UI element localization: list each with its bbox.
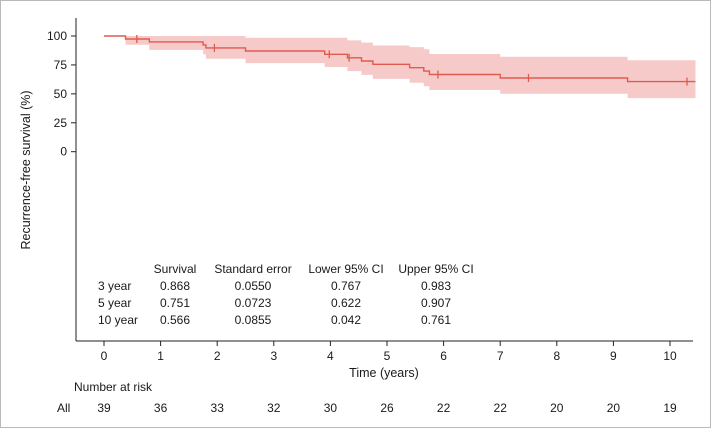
summary-table-cell: 0.0855 [235, 313, 272, 327]
x-tick-label: 6 [440, 349, 447, 363]
y-tick-label: 100 [47, 29, 67, 43]
risk-count: 33 [211, 401, 225, 415]
risk-count: 26 [380, 401, 394, 415]
x-tick-label: 0 [101, 349, 108, 363]
summary-table-cell: 0.751 [160, 296, 190, 310]
risk-count: 30 [324, 401, 338, 415]
x-tick-label: 2 [214, 349, 221, 363]
x-tick-label: 4 [327, 349, 334, 363]
risk-table-row-label: All [57, 401, 70, 415]
y-tick-label: 25 [54, 116, 68, 130]
summary-table-header: Standard error [214, 262, 291, 276]
summary-table-row-label: 5 year [98, 296, 131, 310]
summary-table-header: Upper 95% CI [398, 262, 473, 276]
x-tick-label: 10 [663, 349, 677, 363]
summary-table-cell: 0.566 [160, 313, 190, 327]
risk-count: 20 [607, 401, 621, 415]
risk-count: 19 [663, 401, 677, 415]
risk-table-title: Number at risk [74, 380, 153, 394]
y-tick-label: 0 [60, 145, 67, 159]
risk-count: 32 [267, 401, 281, 415]
y-tick-label: 50 [54, 87, 68, 101]
summary-table-cell: 0.042 [331, 313, 361, 327]
summary-table-cell: 0.868 [160, 279, 190, 293]
summary-table-header: Lower 95% CI [308, 262, 383, 276]
y-axis-title: Recurrence-free survival (%) [19, 90, 33, 249]
x-axis-title: Time (years) [349, 366, 419, 380]
summary-table-cell: 0.622 [331, 296, 361, 310]
risk-count: 20 [550, 401, 564, 415]
summary-table-cell: 0.0550 [235, 279, 272, 293]
x-tick-label: 5 [384, 349, 391, 363]
summary-table-cell: 0.907 [421, 296, 451, 310]
risk-count: 22 [437, 401, 451, 415]
summary-table-row-label: 3 year [98, 279, 131, 293]
x-tick-label: 8 [553, 349, 560, 363]
x-tick-label: 3 [270, 349, 277, 363]
x-tick-label: 1 [157, 349, 164, 363]
summary-table-row-label: 10 year [98, 313, 138, 327]
survival-curve [104, 35, 696, 83]
confidence-band [104, 36, 696, 99]
summary-table-cell: 0.761 [421, 313, 451, 327]
x-tick-label: 7 [497, 349, 504, 363]
risk-count: 39 [97, 401, 111, 415]
summary-table-cell: 0.767 [331, 279, 361, 293]
y-tick-label: 75 [54, 58, 68, 72]
x-tick-label: 9 [610, 349, 617, 363]
risk-count: 36 [154, 401, 168, 415]
summary-table-cell: 0.0723 [235, 296, 272, 310]
risk-count: 22 [494, 401, 508, 415]
summary-table-header: Survival [154, 262, 197, 276]
summary-table-cell: 0.983 [421, 279, 451, 293]
